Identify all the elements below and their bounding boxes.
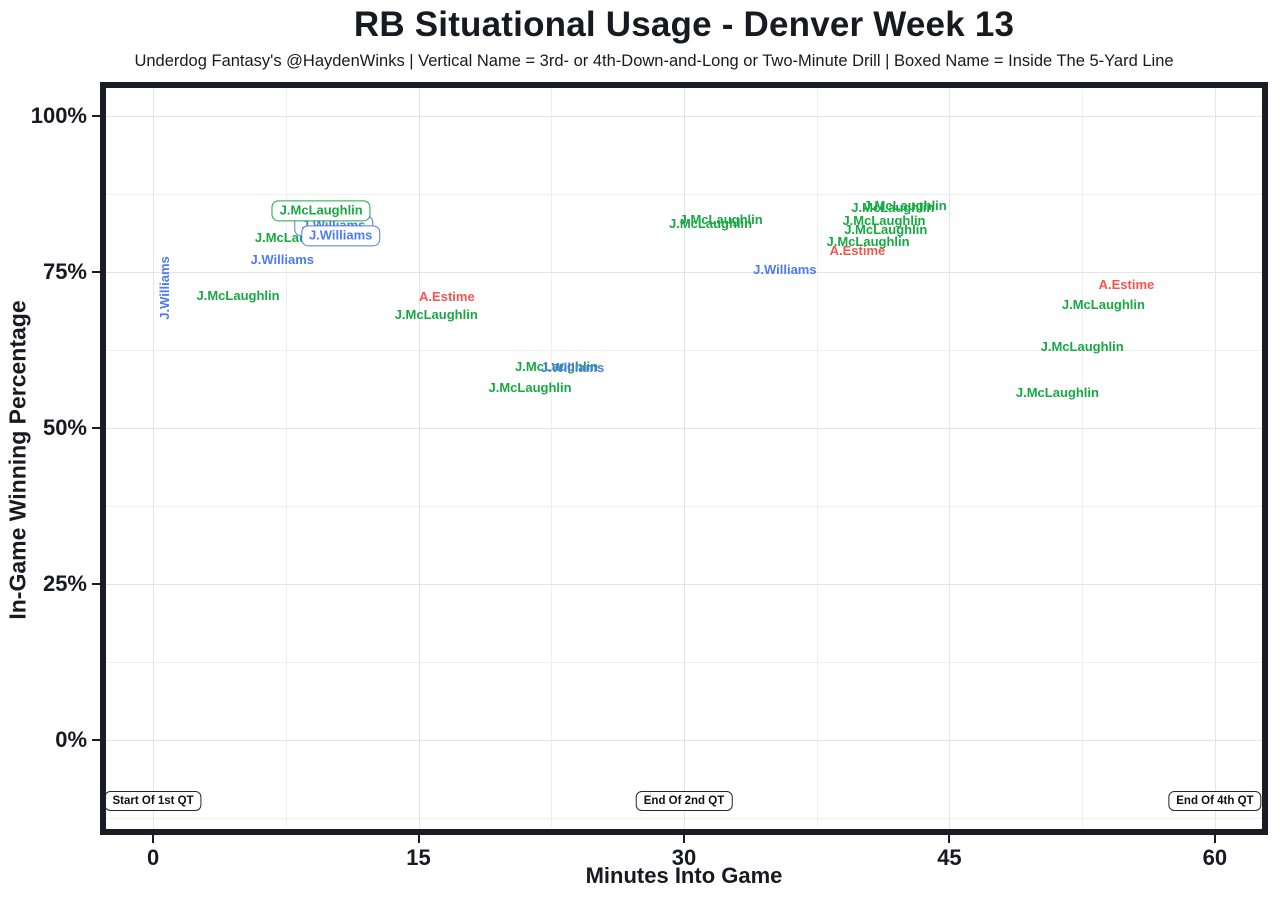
x-tick-mark	[683, 835, 685, 843]
point-label-j-williams: J.Williams	[157, 256, 173, 321]
point-label-j-williams: J.Williams	[540, 359, 605, 375]
point-label-j-mclaughlin: J.McLaughlin	[669, 215, 753, 231]
y-tick-mark	[92, 426, 100, 429]
point-label-j-mclaughlin: J.McLaughlin	[515, 358, 599, 374]
annotation-end-of-4th-qt: End Of 4th QT	[1168, 790, 1262, 811]
gridline-x-major	[1214, 82, 1216, 835]
x-tick-label: 15	[406, 845, 431, 870]
gridline-y-major	[100, 739, 1268, 741]
gridline-x-minor	[285, 82, 287, 835]
point-label-j-williams: J.Williams	[250, 252, 314, 268]
point-label-j-williams: J.Williams	[300, 225, 381, 247]
point-label-j-mclaughlin: J.McLaughlin	[826, 234, 910, 250]
y-tick-mark	[92, 115, 100, 118]
point-label-j-mclaughlin: J.McLaughlin	[1015, 384, 1099, 400]
gridline-y-major	[100, 272, 1268, 274]
point-label-j-mclaughlin: J.McLaughlin	[1061, 297, 1145, 313]
point-label-j-mclaughlin: J.McLaughlin	[394, 306, 478, 322]
point-label-j-mclaughlin: J.McLaughlin	[844, 222, 928, 238]
y-tick-label: 0%	[55, 726, 87, 752]
y-tick-label: 75%	[42, 259, 87, 285]
point-label-j-mclaughlin: J.McLaughlin	[1040, 338, 1124, 354]
y-tick-mark	[92, 582, 100, 585]
gridline-x-minor	[816, 82, 818, 835]
point-label-j-mclaughlin: J.McLaughlin	[488, 379, 572, 395]
x-tick-label: 60	[1202, 845, 1228, 870]
point-label-j-mclaughlin: J.McLaughlin	[271, 200, 371, 222]
point-label-j-mclaughlin: J.McLaughlin	[851, 199, 935, 215]
chart-subtitle: Underdog Fantasy's @HaydenWinks | Vertic…	[134, 52, 1174, 70]
point-label-a-estime: A.Estime	[1098, 277, 1155, 293]
x-tick-label: 0	[146, 845, 160, 870]
x-tick-mark	[1213, 835, 1216, 843]
point-label-j-mclaughlin: J.McLaughlin	[842, 212, 926, 228]
gridline-x-major	[684, 82, 685, 835]
gridline-x-major	[418, 82, 420, 835]
y-tick-mark	[92, 738, 100, 741]
chart-title: RB Situational Usage - Denver Week 13	[353, 5, 1015, 44]
gridline-x-major	[949, 82, 951, 835]
gridline-x-minor	[1082, 82, 1084, 835]
gridline-y-major	[100, 116, 1268, 118]
y-tick-label: 50%	[42, 414, 87, 440]
point-label-j-mclaughlin: J.McLaughlin	[679, 211, 763, 227]
point-label-j-mclaughlin: J.McLaughlin	[863, 197, 947, 213]
x-tick-mark	[948, 835, 951, 843]
point-label-j-williams: J.Williams	[753, 262, 817, 278]
y-tick-label: 25%	[42, 570, 87, 596]
gridline-x-minor	[551, 82, 553, 835]
gridline-y-major	[100, 583, 1268, 585]
y-tick-mark	[92, 271, 100, 274]
x-tick-mark	[417, 835, 420, 843]
x-tick-label: 45	[937, 845, 962, 870]
annotation-start-of-1st-qt: Start Of 1st QT	[104, 790, 202, 811]
y-tick-label: 100%	[30, 103, 87, 129]
x-axis-label: Minutes Into Game	[585, 863, 783, 888]
plot-area: 0 15 30 45 60 0% 25% 50% 75% 100% J.Williams J.McL…	[31, 82, 1268, 870]
y-axis-label: In-Game Winning Percentage	[4, 300, 31, 620]
annotation-end-of-2nd-qt: End Of 2nd QT	[635, 790, 733, 811]
gridline-x-major	[153, 82, 155, 835]
x-tick-label: 30	[671, 845, 697, 870]
point-label-a-estime: A.Estime	[829, 242, 886, 258]
point-label-a-estime: A.Estime	[419, 288, 475, 304]
gridline-y-major	[100, 427, 1268, 429]
x-tick-mark	[152, 835, 155, 843]
point-label-j-mclaughlin: J.McLaughlin	[196, 287, 280, 303]
